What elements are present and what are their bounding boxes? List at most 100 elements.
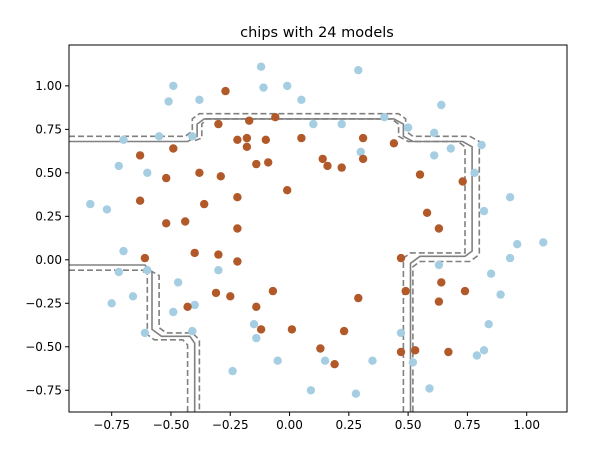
- class-0-point: [505, 193, 515, 202]
- class-1-point: [226, 292, 235, 301]
- class-0-point: [128, 292, 138, 301]
- class-1-point: [287, 325, 297, 334]
- class-0-point: [143, 168, 152, 177]
- class-1-point: [422, 208, 432, 217]
- class-1-point: [252, 302, 261, 311]
- class-1-point: [233, 224, 242, 233]
- boundary-dashed-line-2: [192, 118, 466, 412]
- x-tick-label: −0.50: [153, 418, 190, 432]
- class-0-point: [169, 307, 178, 317]
- class-1-point: [283, 186, 292, 195]
- class-0-point: [214, 266, 223, 275]
- class-0-point: [368, 356, 377, 365]
- class-0-point: [356, 147, 365, 157]
- class-0-point: [107, 299, 116, 308]
- class-0-point: [154, 132, 164, 141]
- class-0-point: [102, 205, 112, 214]
- class-1-point: [214, 250, 223, 259]
- class-1-point: [434, 297, 444, 306]
- class-0-point: [283, 81, 292, 91]
- class-1-point: [434, 224, 444, 233]
- class-0-point: [539, 238, 548, 247]
- x-tick-label: 0.50: [395, 418, 422, 432]
- class-1-point: [297, 133, 306, 143]
- class-0-point: [228, 366, 237, 376]
- class-1-point: [233, 193, 242, 202]
- class-1-point: [233, 135, 242, 144]
- class-1-point: [221, 86, 230, 96]
- class-1-point: [354, 293, 363, 303]
- class-0-point: [484, 320, 493, 329]
- class-0-point: [195, 95, 204, 105]
- class-1-point: [162, 173, 171, 183]
- class-0-point: [188, 326, 197, 336]
- class-1-point: [396, 253, 406, 263]
- x-tick-label: −0.25: [212, 418, 249, 432]
- y-tick-label: 0.25: [35, 209, 62, 223]
- class-1-point: [242, 133, 252, 143]
- class-1-point: [181, 217, 190, 226]
- class-1-point: [200, 199, 209, 209]
- class-1-point: [337, 163, 346, 172]
- boundary-dashed-line-0: [69, 112, 481, 412]
- x-tick-label: 0.75: [454, 418, 481, 432]
- class-1-point: [330, 360, 339, 369]
- class-0-point: [446, 144, 455, 153]
- class-0-point: [114, 267, 124, 277]
- class-1-point: [401, 286, 410, 296]
- class-1-point: [214, 119, 223, 129]
- class-1-point: [271, 113, 280, 122]
- class-1-point: [444, 347, 453, 357]
- class-0-point: [477, 140, 486, 150]
- class-0-point: [337, 119, 346, 129]
- class-0-point: [396, 328, 406, 338]
- class-0-point: [354, 66, 363, 75]
- class-1-point: [140, 253, 150, 263]
- class-0-point: [351, 389, 361, 398]
- y-tick-label: 1.00: [35, 79, 62, 93]
- class-0-point: [430, 128, 439, 137]
- class-0-point: [114, 161, 124, 171]
- class-1-point: [268, 286, 278, 296]
- class-0-point: [173, 278, 183, 287]
- y-tick-label: −0.50: [25, 340, 62, 354]
- class-0-point: [306, 386, 316, 395]
- class-0-point: [403, 123, 413, 132]
- x-tick-label: 0.00: [276, 418, 303, 432]
- class-1-point: [396, 347, 406, 357]
- class-0-point: [434, 260, 444, 270]
- class-0-point: [505, 253, 515, 263]
- class-0-point: [273, 356, 282, 365]
- class-1-point: [358, 154, 368, 164]
- class-1-point: [135, 151, 145, 160]
- class-1-point: [233, 257, 242, 266]
- y-tick-label: 0.00: [35, 253, 62, 267]
- class-1-point: [411, 346, 420, 355]
- class-1-point: [256, 325, 266, 334]
- class-0-point: [190, 300, 199, 310]
- class-1-point: [195, 168, 204, 177]
- y-tick-label: 0.50: [35, 166, 62, 180]
- class-0-point: [437, 100, 446, 110]
- class-1-point: [264, 158, 273, 167]
- y-tick-label: 0.75: [35, 122, 62, 136]
- class-1-point: [162, 219, 171, 228]
- class-0-point: [297, 95, 306, 105]
- class-1-point: [261, 135, 270, 144]
- class-1-point: [323, 161, 332, 171]
- class-0-point: [143, 266, 152, 275]
- y-tick-label: −0.25: [25, 296, 62, 310]
- y-axis: −0.75 −0.50 −0.25 0.00 0.25 0.50 0.75 1.00: [25, 79, 69, 397]
- class-1-point: [245, 116, 254, 125]
- class-0-point: [256, 62, 266, 71]
- class-0-point: [86, 199, 95, 209]
- class-0-point: [119, 246, 128, 256]
- class-0-point: [430, 151, 439, 160]
- class-0-point: [119, 135, 128, 144]
- class-0-point: [259, 83, 268, 92]
- x-axis: −0.75 −0.50 −0.25 0.00 0.25 0.50 0.75 1.00: [93, 412, 540, 432]
- x-tick-label: 1.00: [513, 418, 540, 432]
- class-1-point: [437, 278, 446, 287]
- class-1-point: [252, 159, 261, 169]
